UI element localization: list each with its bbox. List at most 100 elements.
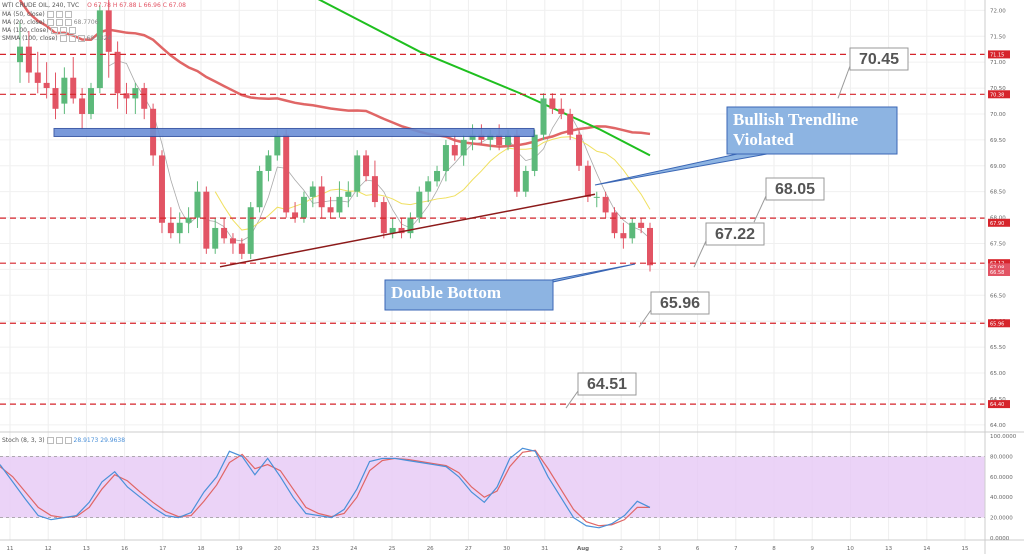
x-tick-label: 15 [962,546,969,552]
eye-icon[interactable] [50,27,58,34]
eye-icon[interactable] [46,437,54,444]
candle-body [132,88,139,99]
level-label-box [650,291,710,315]
candle-body [176,222,183,234]
callout-double-bottom: Double Bottom [384,263,636,311]
candle-body [478,134,485,140]
candle-body [549,98,556,109]
candle-body [416,191,423,218]
indicator-value: 69.3324 [86,35,112,42]
candle-body [79,98,86,114]
close-icon[interactable] [64,11,72,18]
candle-body [34,72,41,83]
callout-text: Violated [733,130,794,149]
indicator-legend-3: SMMA (100, close) 69.3324 [2,35,111,42]
x-tick-label: 20 [274,546,281,552]
level-label-pointer [693,240,707,268]
gear-icon[interactable] [55,437,63,444]
ma-100-line [317,0,651,157]
close-icon[interactable] [64,437,72,444]
price-tag-text: 71.15 [990,52,1004,58]
price-tag-bg [988,319,1010,328]
candle-body [194,191,201,218]
close-icon[interactable] [68,27,76,34]
price-tag-bg [988,218,1010,227]
gear-icon[interactable] [55,19,63,26]
eye-icon[interactable] [46,11,54,18]
candle-body [283,134,290,213]
indicator-label: SMMA (100, close) [2,35,58,42]
candle-body [247,207,254,254]
close-icon[interactable] [77,35,85,42]
eye-icon[interactable] [59,35,67,42]
candle-body [371,176,378,203]
x-tick-label: 25 [389,546,396,552]
y-tick-label: 64.50 [990,397,1006,403]
gear-icon[interactable] [55,11,63,18]
stoch-legend: Stoch (8, 3, 3) 28.9173 29.9638 [2,437,125,444]
candle-body [265,155,272,171]
candle-body [61,77,68,104]
price-tag: 65.96 [988,319,1010,328]
candle-body [354,155,361,192]
price-tag-bg [988,400,1010,409]
callout-text: Double Bottom [391,283,501,302]
level-label-box [849,47,909,71]
resistance-zone [53,127,535,137]
eye-icon[interactable] [46,19,54,26]
gear-icon[interactable] [68,35,76,42]
price-tag-text: 66.58 [990,270,1004,276]
stoch-y-tick: 40.0000 [990,495,1013,501]
level-label-pointer [638,309,652,328]
price-tag-bg [988,267,1010,276]
level-label-box [705,222,765,246]
y-tick-label: 65.50 [990,345,1006,351]
candle-body [96,10,103,89]
candle-body [558,108,565,114]
candle-body [407,217,414,234]
level-label-pointer [565,390,579,409]
candle-body [336,196,343,213]
x-tick-label: 17 [159,546,166,552]
x-tick-label: 12 [45,546,52,552]
stoch-y-tick: 20.0000 [990,516,1013,522]
close-icon[interactable] [64,19,72,26]
price-tag: 70.38 [988,90,1010,99]
x-tick-label: 13 [885,546,892,552]
x-tick-label: 19 [236,546,243,552]
y-tick-label: 68.50 [990,190,1006,196]
candle-body [167,222,174,234]
stoch-k-line [0,447,651,529]
candle-body [629,222,636,239]
price-tag: 67.90 [988,218,1010,227]
y-tick-label: 64.00 [990,423,1006,429]
candle-body [531,134,538,171]
y-tick-label: 72.00 [990,8,1006,14]
x-tick-label: 27 [465,546,472,552]
candle-body [25,46,32,73]
price-tag-text: 70.38 [990,92,1004,98]
candle-body [105,10,112,52]
stoch-y-tick: 0.0000 [990,536,1010,542]
stoch-y-tick: 80.0000 [990,454,1013,460]
candle-body [229,238,236,244]
y-tick-label: 68.00 [990,216,1006,222]
stoch-y-tick: 60.0000 [990,475,1013,481]
candle-body [52,88,59,109]
candle-body [505,134,512,146]
x-tick-label: 11 [7,546,14,552]
level-label: 65.96 [660,295,700,312]
x-tick-label: 7 [734,546,738,552]
candle-body [185,217,192,223]
x-tick-label: 3 [658,546,662,552]
indicator-legend-2: MA (100, close) [2,27,76,34]
x-tick-label: 9 [810,546,814,552]
support-levels [0,53,985,405]
bullish-trendline [219,193,596,268]
x-tick-label: 26 [427,546,434,552]
gear-icon[interactable] [59,27,67,34]
candle-body [487,134,494,140]
stochastic-pane [0,447,985,529]
